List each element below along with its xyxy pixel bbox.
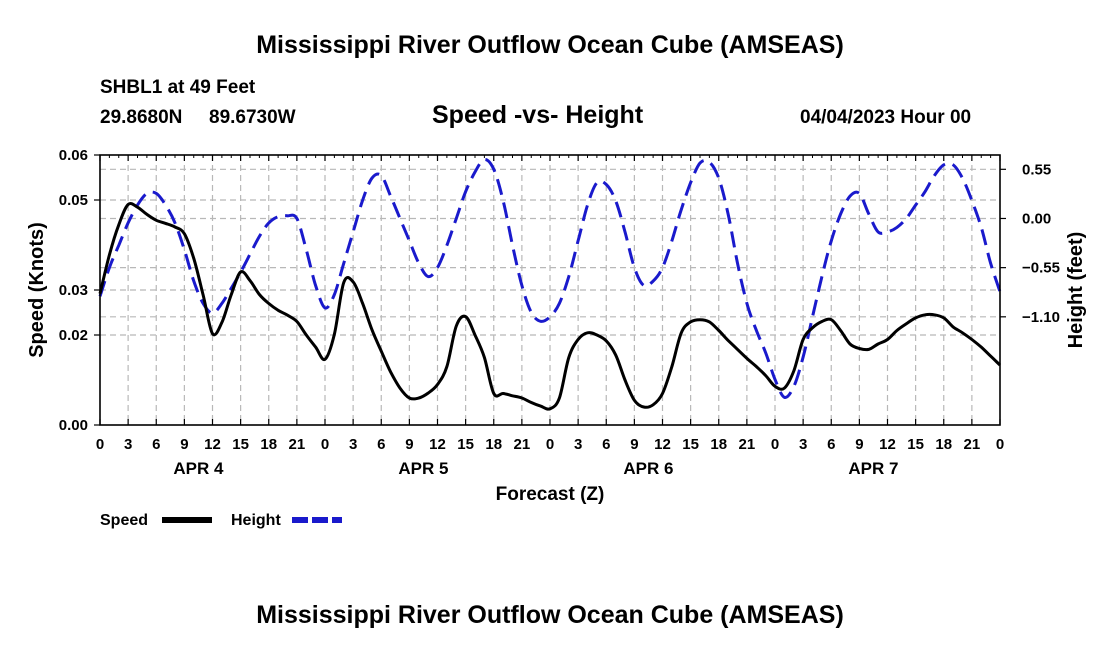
y-tick-label: 0.00 <box>59 417 88 434</box>
x-tick-label: 21 <box>289 436 306 453</box>
x-tick-label: 9 <box>180 436 188 453</box>
legend: Speed Height <box>100 512 342 529</box>
x-day-label: APR 7 <box>848 459 898 478</box>
x-tick-label: 18 <box>485 436 502 453</box>
x-tick-label: 15 <box>232 436 249 453</box>
x-tick-label: 3 <box>574 436 582 453</box>
x-tick-label: 12 <box>879 436 896 453</box>
legend-height-label: Height <box>231 512 281 529</box>
x-tick-label: 0 <box>96 436 104 453</box>
y2-tick-label: −0.55 <box>1022 260 1060 277</box>
x-tick-label: 12 <box>429 436 446 453</box>
x-tick-label: 9 <box>405 436 413 453</box>
x-tick-label: 18 <box>710 436 727 453</box>
x-tick-label: 15 <box>457 436 474 453</box>
x-tick-label: 18 <box>935 436 952 453</box>
y-tick-label: 0.02 <box>59 327 88 344</box>
series-line-speed <box>98 201 1002 411</box>
y-tick-label: 0.06 <box>59 147 88 164</box>
x-axis-label: Forecast (Z) <box>496 484 605 505</box>
x-tick-label: 12 <box>204 436 221 453</box>
series-line-height <box>98 157 1002 399</box>
x-tick-label: 0 <box>546 436 554 453</box>
x-tick-label: 3 <box>799 436 807 453</box>
x-tick-label: 6 <box>152 436 160 453</box>
x-tick-label: 9 <box>855 436 863 453</box>
x-tick-label: 6 <box>827 436 835 453</box>
page-title-bottom: Mississippi River Outflow Ocean Cube (AM… <box>256 601 844 629</box>
x-tick-label: 21 <box>739 436 756 453</box>
x-tick-label: 21 <box>964 436 981 453</box>
x-tick-label: 15 <box>682 436 699 453</box>
station-longitude: 89.6730W <box>209 107 296 128</box>
x-tick-label: 15 <box>907 436 924 453</box>
station-name-depth: SHBL1 at 49 Feet <box>100 77 256 98</box>
x-tick-label: 6 <box>602 436 610 453</box>
x-tick-label: 3 <box>124 436 132 453</box>
x-tick-label: 9 <box>630 436 638 453</box>
station-latitude: 29.8680N <box>100 107 183 128</box>
y2-axis-label: Height (feet) <box>1065 232 1087 349</box>
x-tick-label: 21 <box>514 436 531 453</box>
x-day-label: APR 4 <box>173 459 224 478</box>
x-tick-label: 0 <box>321 436 329 453</box>
y2-tick-label: −1.10 <box>1022 309 1060 326</box>
grid-lines <box>100 155 1000 425</box>
x-tick-label: 12 <box>654 436 671 453</box>
x-day-label: APR 6 <box>623 459 673 478</box>
y-tick-label: 0.03 <box>59 282 88 299</box>
x-tick-label: 3 <box>349 436 357 453</box>
axis-ticks: 0 3 6 9 12 15 18 21 0 3 6 9 12 15 18 21 0 3 6 9 12 15 18 21 0 3 6 9… <box>59 147 1060 478</box>
x-tick-label: 0 <box>996 436 1004 453</box>
legend-speed-label: Speed <box>100 512 148 529</box>
y2-tick-label: 0.00 <box>1022 210 1051 227</box>
page-title-top: Mississippi River Outflow Ocean Cube (AM… <box>256 31 844 59</box>
series-lines <box>98 157 1002 411</box>
x-day-label: APR 5 <box>398 459 448 478</box>
forecast-date: 04/04/2023 Hour 00 <box>800 107 972 128</box>
chart-title: Speed -vs- Height <box>432 101 644 129</box>
speed-height-chart: 0 3 6 9 12 15 18 21 0 3 6 9 12 15 18 21 0 3 6 9 12 15 18 21 0 3 6 9… <box>26 147 1087 529</box>
y-tick-label: 0.05 <box>59 192 88 209</box>
y2-tick-label: 0.55 <box>1022 161 1051 178</box>
x-tick-label: 18 <box>260 436 277 453</box>
x-tick-label: 0 <box>771 436 779 453</box>
x-tick-label: 6 <box>377 436 385 453</box>
y-axis-label: Speed (Knots) <box>26 222 48 358</box>
